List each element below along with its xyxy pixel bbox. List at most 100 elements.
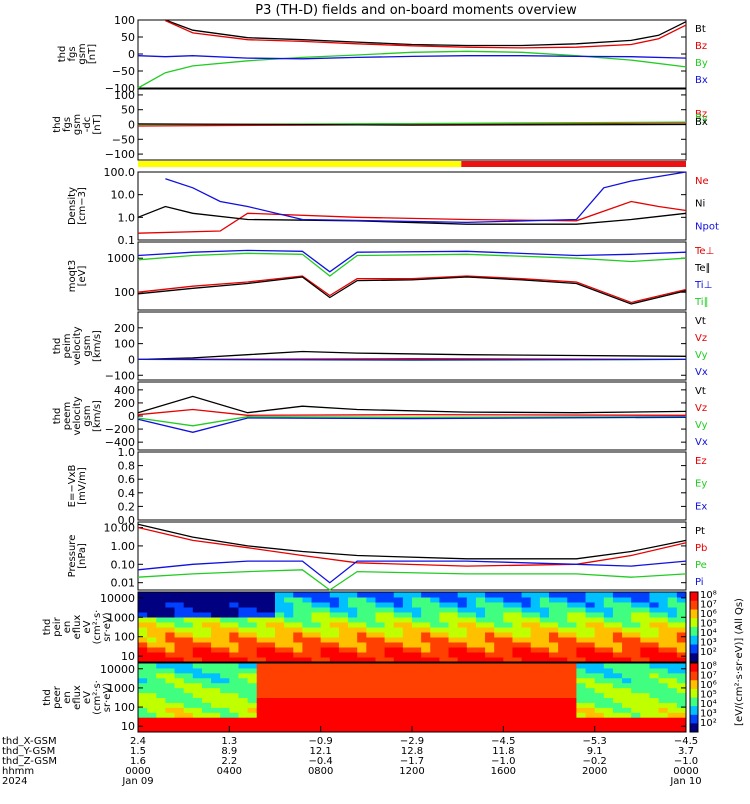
heatmap-cell	[567, 627, 577, 633]
y-axis-label: eflux	[72, 615, 83, 640]
heatmap-cell	[338, 607, 349, 613]
heatmap-cell	[138, 612, 148, 618]
heatmap-cell	[658, 712, 669, 718]
heatmap-cell	[238, 663, 249, 669]
heatmap-cell	[539, 702, 550, 708]
heatmap-cell	[147, 702, 157, 708]
heatmap-cell	[256, 602, 267, 608]
heatmap-cell	[247, 652, 258, 658]
heatmap-cell	[338, 727, 349, 733]
series-line-vt	[137, 395, 687, 414]
heatmap-cell	[530, 663, 541, 669]
heatmap-cell	[658, 612, 669, 618]
heatmap-cell	[192, 672, 203, 679]
heatmap-cell	[549, 642, 559, 648]
heatmap-cell	[201, 622, 212, 628]
heatmap-cell	[421, 607, 431, 613]
heatmap-cell	[220, 663, 230, 669]
heatmap-cell	[421, 663, 431, 669]
footer-row-label: 2024	[2, 776, 27, 787]
heatmap-cell	[567, 717, 577, 723]
heatmap-cell	[375, 687, 386, 694]
heatmap-cell	[265, 727, 276, 733]
heatmap-cell	[402, 663, 413, 669]
y-tick-label: 0.10	[111, 558, 136, 571]
heatmap-cell	[430, 667, 440, 674]
heatmap-cell	[366, 642, 376, 648]
heatmap-cell	[329, 722, 340, 728]
y-axis-label: moqt3	[67, 260, 78, 293]
heatmap-cell	[174, 712, 185, 718]
heatmap-cell	[475, 707, 486, 713]
heatmap-cell	[156, 672, 166, 679]
heatmap-cell	[220, 667, 230, 674]
heatmap-cell	[174, 707, 185, 713]
heatmap-cell	[658, 722, 669, 728]
heatmap-cell	[247, 657, 258, 663]
heatmap-cell	[174, 677, 185, 684]
heatmap-cell	[631, 632, 641, 638]
y-tick-label: 1.00	[111, 540, 136, 553]
heatmap-cell	[576, 707, 587, 713]
heatmap-cell	[393, 652, 404, 658]
heatmap-cell	[594, 642, 605, 648]
heatmap-cell	[256, 672, 267, 679]
heatmap-cell	[247, 727, 258, 733]
heatmap-cell	[375, 722, 386, 728]
heatmap-cell	[393, 607, 404, 613]
heatmap-cell	[640, 697, 650, 703]
heatmap-cell	[658, 642, 669, 648]
heatmap-cell	[156, 697, 166, 703]
orbit-bar-yellow	[138, 161, 462, 167]
heatmap-cell	[485, 697, 495, 703]
heatmap-cell	[293, 622, 303, 628]
heatmap-cell	[211, 637, 221, 643]
heatmap-cell	[192, 622, 203, 628]
heatmap-cell	[503, 597, 513, 603]
heatmap-cell	[138, 663, 148, 669]
heatmap-cell	[448, 663, 459, 669]
heatmap-cell	[539, 637, 550, 643]
heatmap-cell	[366, 607, 376, 613]
heatmap-cell	[466, 712, 477, 718]
heatmap-cell	[521, 692, 532, 698]
heatmap-cell	[640, 682, 650, 689]
series-line-ti	[137, 249, 687, 273]
heatmap-cell	[430, 637, 440, 643]
heatmap-cell	[329, 647, 340, 653]
heatmap-cell	[211, 607, 221, 613]
heatmap-cell	[567, 667, 577, 674]
heatmap-cell	[539, 617, 550, 623]
heatmap-cell	[311, 682, 322, 689]
heatmap-cell	[348, 687, 358, 694]
heatmap-cell	[585, 672, 596, 679]
heatmap-cell	[338, 722, 349, 728]
heatmap-cell	[338, 697, 349, 703]
heatmap-cell	[475, 667, 486, 674]
heatmap-cell	[211, 707, 221, 713]
heatmap-cell	[338, 717, 349, 723]
heatmap-cell	[631, 602, 641, 608]
legend-entry: Ti∥	[694, 297, 709, 308]
heatmap-cell	[238, 692, 249, 698]
heatmap-cell	[412, 622, 422, 628]
heatmap-cell	[640, 667, 650, 674]
heatmap-cell	[622, 697, 632, 703]
heatmap-cell	[512, 727, 523, 733]
heatmap-cell	[475, 612, 486, 618]
heatmap-cell	[302, 702, 313, 708]
heatmap-cell	[585, 722, 596, 728]
heatmap-cell	[558, 652, 568, 658]
heatmap-cell	[256, 712, 267, 718]
heatmap-cell	[430, 592, 440, 598]
heatmap-cell	[320, 687, 331, 694]
heatmap-cell	[201, 722, 212, 728]
heatmap-cell	[576, 672, 587, 679]
heatmap-cell	[631, 627, 641, 633]
heatmap-cell	[576, 622, 587, 628]
heatmap-cell	[338, 687, 349, 694]
heatmap-cell	[530, 627, 541, 633]
heatmap-cell	[138, 672, 148, 679]
footer-row-label: hhmm	[2, 766, 34, 777]
